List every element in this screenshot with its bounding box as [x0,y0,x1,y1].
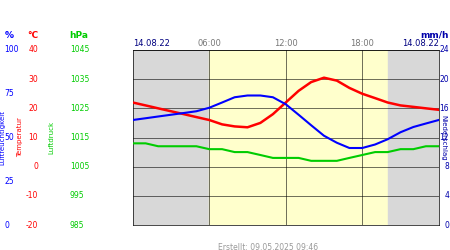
Text: 0: 0 [33,162,38,171]
Text: -20: -20 [26,220,38,230]
Bar [133,50,209,225]
Text: 100: 100 [4,46,19,54]
Text: hPa: hPa [70,31,89,40]
Text: 10: 10 [29,133,38,142]
Text: -10: -10 [26,191,38,200]
Bar [387,50,439,225]
Text: 18:00: 18:00 [350,38,374,48]
Text: 30: 30 [28,75,38,84]
Text: 985: 985 [70,220,84,230]
Text: 50: 50 [4,133,14,142]
Text: 1045: 1045 [70,46,89,54]
Text: 1035: 1035 [70,75,89,84]
Text: 14.08.22: 14.08.22 [133,38,170,48]
Text: 0: 0 [4,220,9,230]
Text: 1015: 1015 [70,133,89,142]
Text: 0: 0 [444,220,449,230]
Text: 40: 40 [28,46,38,54]
Text: 06:00: 06:00 [197,38,221,48]
Text: 25: 25 [4,177,14,186]
Text: 24: 24 [440,46,449,54]
Text: Temperatur: Temperatur [17,118,23,158]
Text: 4: 4 [444,191,449,200]
Text: °C: °C [27,31,38,40]
Text: 16: 16 [440,104,449,113]
Text: 995: 995 [70,191,85,200]
Text: 1025: 1025 [70,104,89,113]
Text: Luftdruck: Luftdruck [49,121,55,154]
Text: Luftfeuchtigkeit: Luftfeuchtigkeit [0,110,5,165]
Bar [209,50,387,225]
Text: 1005: 1005 [70,162,89,171]
Text: 20: 20 [29,104,38,113]
Text: 8: 8 [444,162,449,171]
Text: Niederschlag: Niederschlag [440,115,446,160]
Text: Erstellt: 09.05.2025 09:46: Erstellt: 09.05.2025 09:46 [218,242,319,250]
Text: mm/h: mm/h [421,31,449,40]
Text: %: % [4,31,13,40]
Text: 20: 20 [440,75,449,84]
Text: 14.08.22: 14.08.22 [402,38,439,48]
Text: 12: 12 [440,133,449,142]
Text: 75: 75 [4,89,14,98]
Text: 12:00: 12:00 [274,38,297,48]
